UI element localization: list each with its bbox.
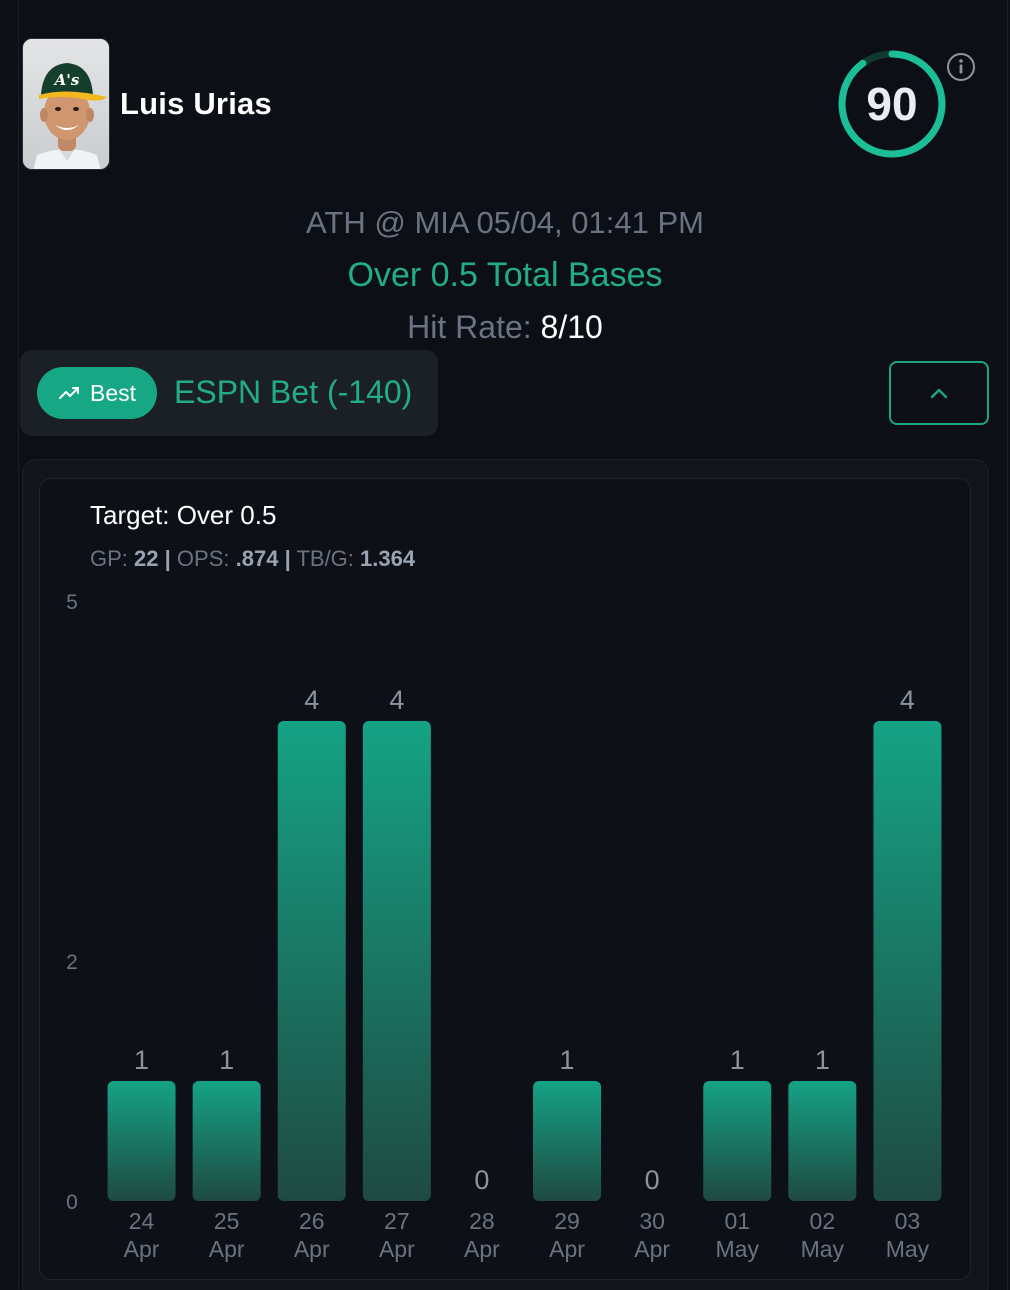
info-icon[interactable] xyxy=(946,52,976,82)
game-matchup: ATH @ MIA 05/04, 01:41 PM xyxy=(306,205,704,240)
x-tick-day: 28 xyxy=(469,1208,495,1234)
tbg-value: 1.364 xyxy=(360,546,416,571)
bar-value-label: 4 xyxy=(304,685,319,715)
x-tick-day: 26 xyxy=(299,1208,325,1234)
x-tick-day: 27 xyxy=(384,1208,410,1234)
hit-rate: Hit Rate: 8/10 xyxy=(0,309,1010,346)
x-tick-day: 30 xyxy=(639,1208,665,1234)
bar[interactable] xyxy=(362,721,431,1201)
gp-value: 22 xyxy=(134,546,159,571)
x-tick-day: 25 xyxy=(214,1208,240,1234)
gp-label: GP: xyxy=(90,546,128,571)
sportsbook-odds[interactable]: ESPN Bet (-140) xyxy=(174,374,413,410)
confidence-score-ring xyxy=(838,50,946,158)
trending-up-icon xyxy=(58,387,79,399)
y-tick-label: 2 xyxy=(66,951,78,974)
x-tick-month: Apr xyxy=(549,1236,585,1262)
ops-label: OPS: xyxy=(176,546,230,571)
hit-rate-label: Hit Rate: xyxy=(407,309,532,345)
bar[interactable] xyxy=(107,1081,176,1201)
x-tick-month: May xyxy=(801,1236,845,1262)
ops-value: .874 xyxy=(235,546,279,571)
y-tick-label: 0 xyxy=(66,1191,78,1214)
page-frame xyxy=(18,0,1008,1290)
bar-value-label: 4 xyxy=(900,685,915,715)
y-tick-label: 5 xyxy=(66,591,78,614)
bar-value-label: 1 xyxy=(815,1045,830,1075)
bar-value-label: 4 xyxy=(389,685,404,715)
x-tick-month: Apr xyxy=(634,1236,670,1262)
x-tick-day: 03 xyxy=(895,1208,921,1234)
collapse-button[interactable] xyxy=(889,361,989,425)
target-line: Target: Over 0.5 xyxy=(90,500,277,530)
x-tick-day: 01 xyxy=(724,1208,750,1234)
bar[interactable] xyxy=(192,1081,261,1201)
bar[interactable] xyxy=(788,1081,857,1201)
confidence-score: 90 xyxy=(866,78,918,130)
x-tick-month: Apr xyxy=(124,1236,160,1262)
bar-value-label: 0 xyxy=(474,1165,489,1195)
tbg-label: TB/G: xyxy=(296,546,354,571)
svg-text:A's: A's xyxy=(53,71,80,89)
bar-value-label: 0 xyxy=(645,1165,660,1195)
x-tick-month: May xyxy=(886,1236,930,1262)
player-name: Luis Urias xyxy=(120,86,272,121)
x-tick-month: May xyxy=(716,1236,760,1262)
x-tick-day: 02 xyxy=(810,1208,836,1234)
player-avatar: A's xyxy=(22,38,110,170)
bar[interactable] xyxy=(873,721,942,1201)
stats-separator: | xyxy=(164,546,171,571)
x-tick-month: Apr xyxy=(379,1236,415,1262)
player-headshot: A's xyxy=(23,39,109,169)
bar[interactable] xyxy=(533,1081,602,1201)
bar-value-label: 1 xyxy=(560,1045,575,1075)
x-tick-month: Apr xyxy=(464,1236,500,1262)
bar[interactable] xyxy=(703,1081,772,1201)
x-tick-month: Apr xyxy=(209,1236,245,1262)
hit-rate-value: 8/10 xyxy=(540,309,603,345)
bar-value-label: 1 xyxy=(219,1045,234,1075)
x-tick-day: 24 xyxy=(129,1208,155,1234)
bar-value-label: 1 xyxy=(134,1045,149,1075)
season-stats: GP: 22 | OPS: .874 | TB/G: 1.364 xyxy=(90,546,415,572)
best-badge: Best xyxy=(37,367,157,419)
stats-separator: | xyxy=(284,546,291,571)
x-tick-day: 29 xyxy=(554,1208,580,1234)
bar-value-label: 1 xyxy=(730,1045,745,1075)
best-badge-label: Best xyxy=(89,379,137,406)
bar[interactable] xyxy=(277,721,346,1201)
x-tick-month: Apr xyxy=(294,1236,330,1262)
prop-market: Over 0.5 Total Bases xyxy=(347,256,663,294)
chevron-up-icon xyxy=(930,388,948,399)
